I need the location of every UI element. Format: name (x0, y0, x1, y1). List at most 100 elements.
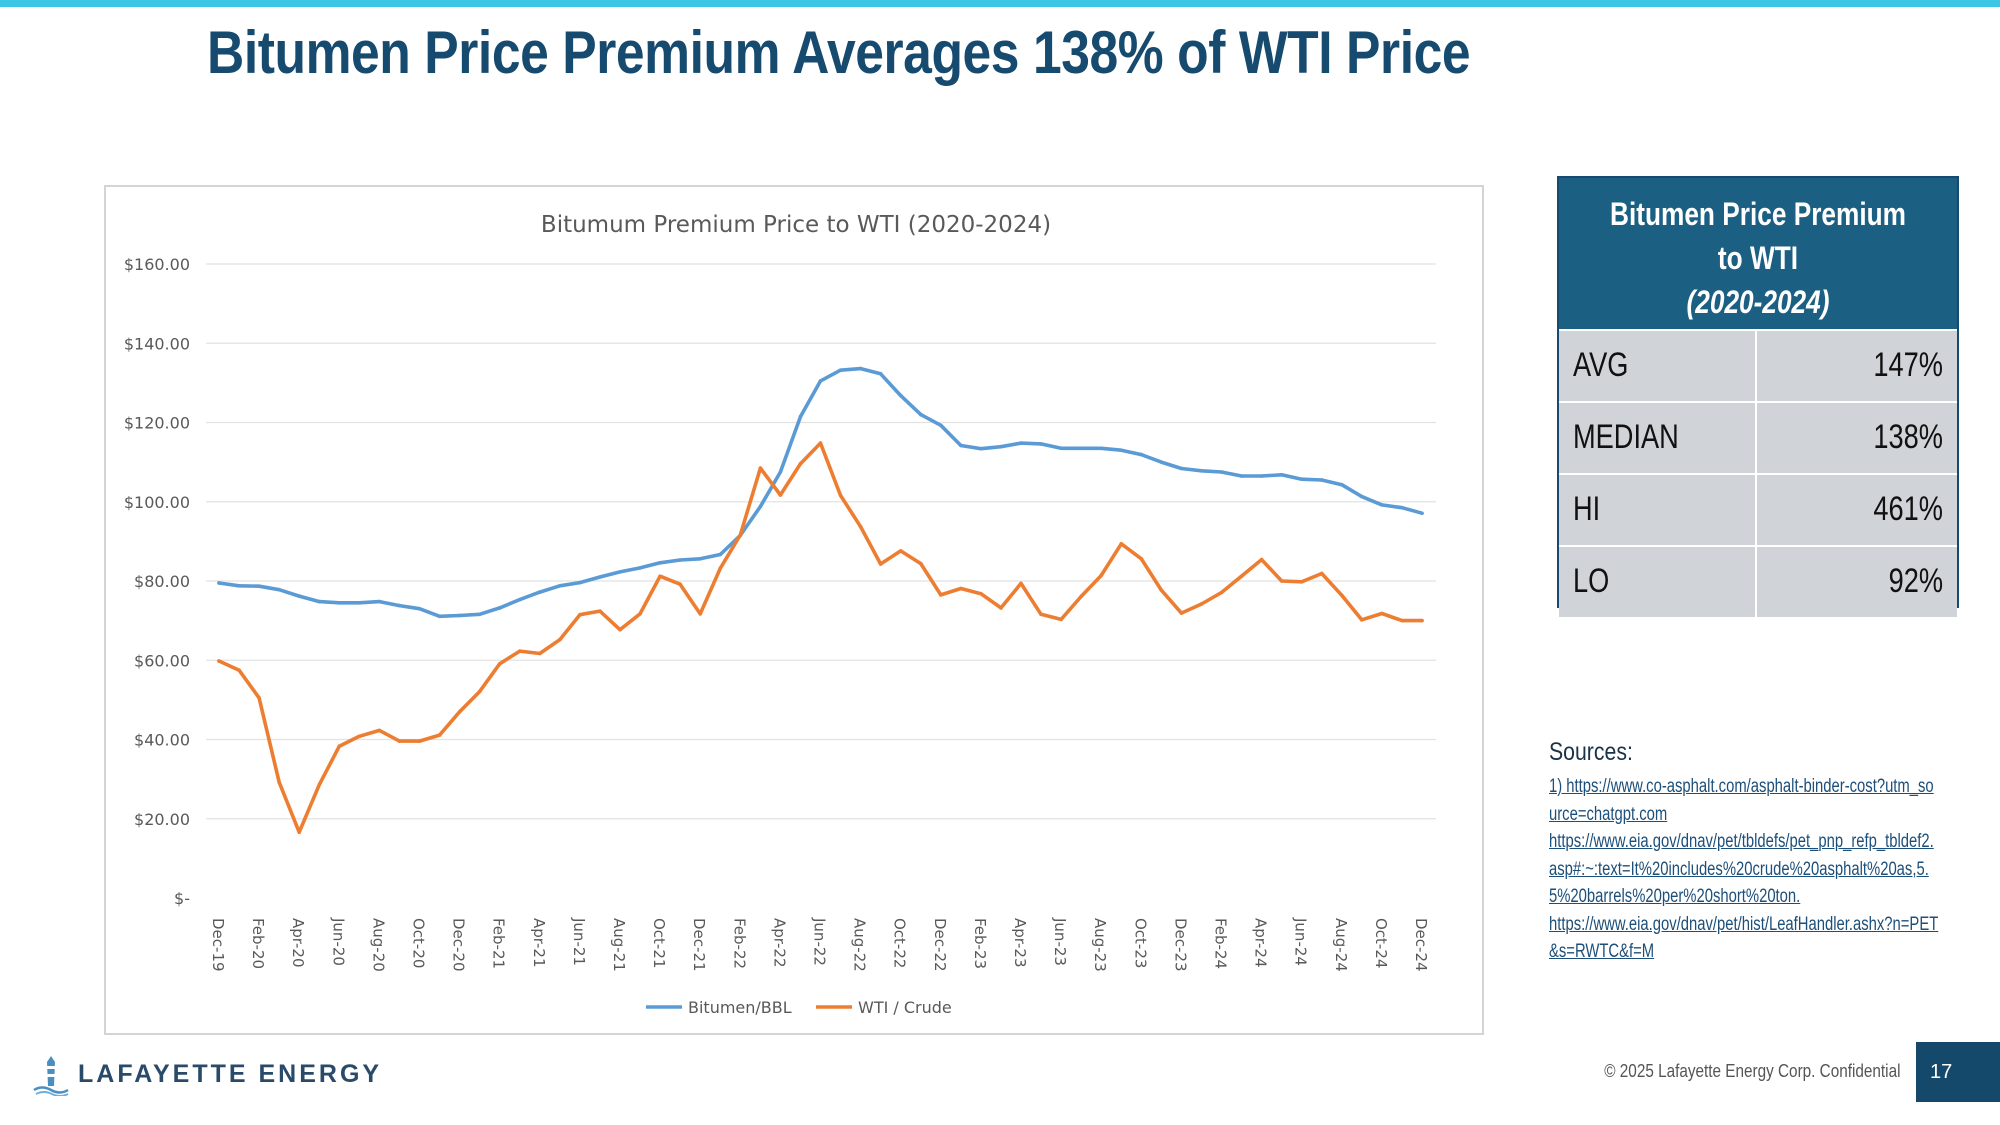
data-point (858, 366, 863, 371)
x-tick-label: Jun-24 (1292, 917, 1310, 966)
page-number: 17 (1916, 1042, 2000, 1102)
y-tick-label: $- (174, 889, 190, 908)
data-point (718, 566, 723, 571)
data-point (457, 709, 462, 714)
stats-value: 138% (1873, 418, 1943, 456)
data-point (738, 533, 743, 537)
data-point (1380, 611, 1384, 616)
data-point (1179, 611, 1184, 615)
x-tick-label: Feb-24 (1212, 918, 1230, 969)
data-point (1019, 441, 1023, 445)
x-tick-label: Jun-21 (570, 917, 588, 966)
data-point (457, 613, 462, 618)
company-logo: LAFAYETTE ENERGY (32, 1052, 382, 1096)
stats-label: MEDIAN (1573, 418, 1679, 456)
stats-row-lo: LO 92% (1559, 545, 1957, 617)
data-point (898, 393, 903, 398)
data-point (1119, 448, 1124, 453)
data-point (1340, 482, 1344, 487)
data-point (1099, 446, 1103, 451)
data-point (1199, 602, 1204, 606)
lighthouse-icon (33, 1056, 69, 1096)
data-point (918, 561, 923, 566)
data-point (1079, 446, 1083, 451)
data-point (1279, 473, 1284, 477)
x-tick-label: Apr-24 (1252, 918, 1270, 968)
stats-value: 92% (1888, 562, 1943, 600)
data-point (217, 581, 221, 585)
x-tick-label: Feb-22 (730, 918, 748, 969)
x-tick-label: Oct-22 (891, 918, 909, 968)
chart-title: Bitumum Premium Price to WTI (2020-2024) (541, 212, 1051, 238)
data-point (1219, 470, 1224, 474)
data-point (838, 368, 843, 372)
y-axis: $- $20.00 $40.00 $60.00 $80.00 $100.00 $120.00… (124, 255, 190, 908)
data-point (317, 782, 322, 787)
data-point (858, 524, 863, 529)
data-point (377, 728, 382, 733)
x-tick-label: Jun-20 (329, 917, 347, 966)
data-point (477, 689, 482, 694)
x-tick-label: Aug-23 (1091, 918, 1109, 972)
data-point (538, 651, 542, 656)
data-point (497, 606, 502, 610)
y-tick-label: $140.00 (124, 334, 190, 353)
slide-title: Bitumen Price Premium Averages 138% of W… (207, 19, 1471, 86)
stats-table-header: Bitumen Price Premium to WTI (2020-2024) (1559, 178, 1957, 329)
data-point (297, 594, 301, 598)
stats-row-median: MEDIAN 138% (1559, 401, 1957, 473)
data-point (1159, 460, 1164, 464)
data-point (1400, 505, 1404, 510)
data-point (1360, 494, 1364, 499)
data-point (1079, 594, 1083, 599)
x-tick-label: Oct-20 (410, 918, 428, 968)
data-point (698, 612, 702, 616)
data-point (878, 371, 883, 376)
y-tick-label: $120.00 (124, 414, 190, 433)
source-link[interactable]: https://www.eia.gov/dnav/pet/tbldefs/pet… (1549, 831, 1934, 907)
data-point (618, 570, 622, 574)
data-point (1299, 579, 1304, 584)
x-tick-label: Apr-22 (770, 918, 788, 968)
data-point (678, 558, 682, 562)
x-tick-label: Aug-24 (1332, 918, 1350, 972)
data-point (277, 587, 281, 592)
data-point (1360, 618, 1364, 622)
y-tick-label: $80.00 (134, 572, 190, 591)
y-tick-label: $100.00 (124, 493, 190, 512)
chart-frame: Bitumum Premium Price to WTI (2020-2024)… (104, 185, 1484, 1035)
data-point (477, 612, 482, 617)
x-tick-label: Dec-22 (931, 918, 949, 972)
data-point (618, 627, 622, 632)
data-point (598, 609, 602, 613)
x-axis: Dec-19 Feb-20 Apr-20 Jun-20 Aug-20 Oct-20 Dec-… (209, 917, 1430, 972)
data-point (337, 744, 342, 749)
x-tick-label: Dec-21 (690, 918, 708, 972)
x-tick-label: Apr-21 (530, 918, 548, 968)
data-point (878, 562, 883, 566)
data-point (1159, 588, 1164, 592)
stats-row-avg: AVG 147% (1559, 329, 1957, 401)
x-tick-label: Aug-21 (610, 918, 628, 972)
data-point (397, 603, 402, 608)
data-point (918, 412, 923, 417)
data-point (357, 734, 362, 739)
data-point (1259, 557, 1264, 562)
data-point (257, 696, 261, 700)
data-point (959, 443, 963, 448)
stats-table-title: Bitumen Price Premium to WTI (1609, 196, 1907, 276)
source-link[interactable]: https://www.eia.gov/dnav/pet/hist/LeafHa… (1549, 913, 1939, 963)
x-tick-label: Dec-24 (1412, 918, 1430, 972)
data-point (237, 668, 241, 672)
data-point (1059, 617, 1063, 622)
data-point (297, 830, 301, 835)
data-point (558, 637, 562, 642)
sources-block: Sources: 1) https://www.co-asphalt.com/a… (1549, 738, 1969, 966)
stats-label: AVG (1573, 346, 1629, 384)
source-link[interactable]: 1) https://www.co-asphalt.com/asphalt-bi… (1549, 776, 1934, 825)
data-point (1039, 442, 1043, 446)
data-point (1179, 466, 1184, 471)
x-tick-label: Feb-20 (249, 918, 267, 969)
x-tick-label: Apr-23 (1011, 918, 1029, 968)
x-tick-label: Dec-19 (209, 918, 227, 972)
